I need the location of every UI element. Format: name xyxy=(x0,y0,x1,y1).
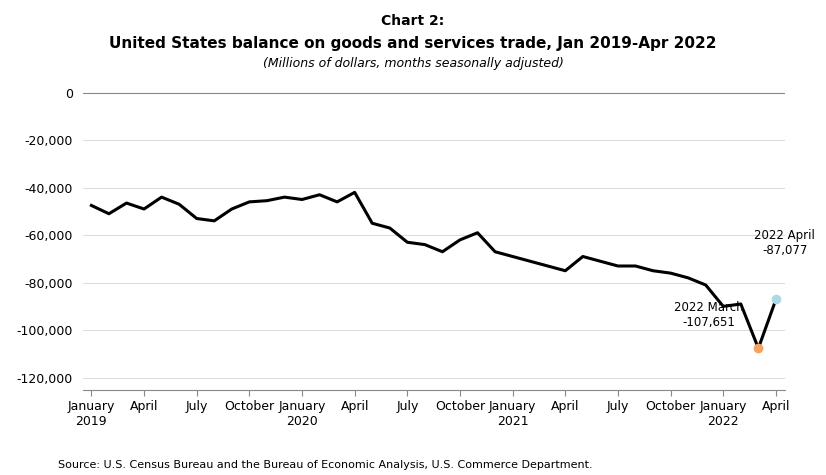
Text: United States balance on goods and services trade, Jan 2019-Apr 2022: United States balance on goods and servi… xyxy=(109,36,717,51)
Text: 2022 April
-87,077: 2022 April -87,077 xyxy=(754,228,815,256)
Text: 2022 March
-107,651: 2022 March -107,651 xyxy=(674,301,744,329)
Text: (Millions of dollars, months seasonally adjusted): (Millions of dollars, months seasonally … xyxy=(263,57,563,70)
Text: Source: U.S. Census Bureau and the Bureau of Economic Analysis, U.S. Commerce De: Source: U.S. Census Bureau and the Burea… xyxy=(58,460,592,470)
Text: Chart 2:: Chart 2: xyxy=(382,14,444,28)
